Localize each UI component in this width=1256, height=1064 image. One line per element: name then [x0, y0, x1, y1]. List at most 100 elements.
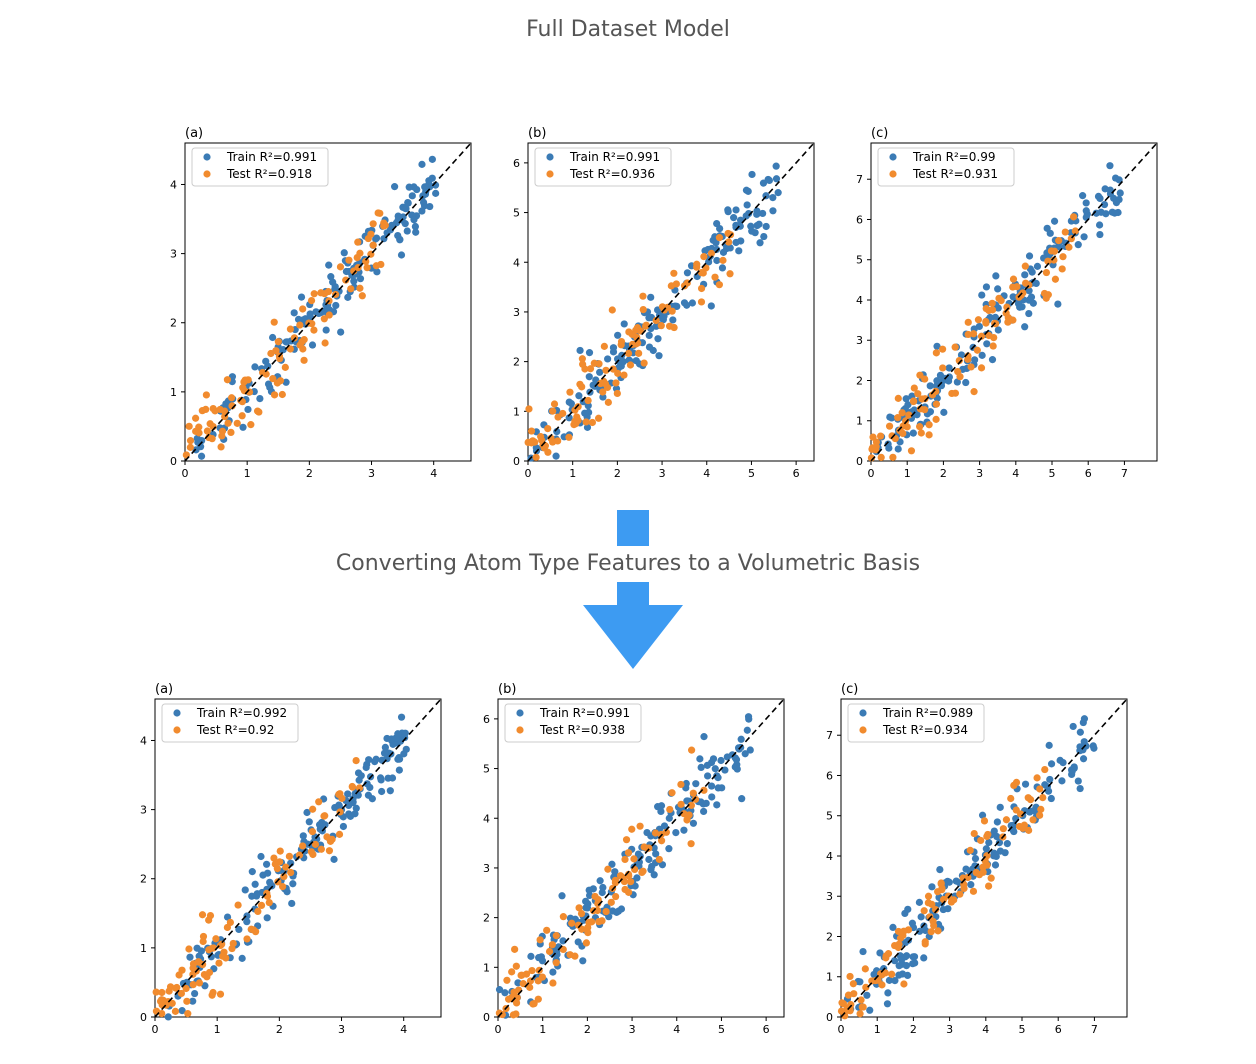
test-point	[632, 326, 640, 334]
test-point	[614, 369, 622, 377]
test-point	[604, 865, 612, 873]
train-point	[692, 780, 700, 788]
test-point	[219, 952, 227, 960]
train-point	[299, 832, 307, 840]
train-point	[680, 826, 688, 834]
panel-label: (b)	[528, 126, 546, 141]
train-point	[1025, 287, 1033, 295]
test-point	[1033, 774, 1041, 782]
test-point	[916, 423, 924, 431]
train-point	[193, 944, 201, 952]
y-tick-label: 0	[170, 455, 177, 468]
train-point	[672, 828, 680, 837]
train-point	[888, 414, 896, 422]
train-point	[574, 938, 582, 946]
train-point	[648, 862, 656, 871]
test-point	[951, 343, 959, 351]
train-point	[735, 247, 743, 255]
test-point	[281, 363, 289, 371]
x-tick-label: 2	[614, 467, 621, 480]
test-point	[552, 932, 560, 940]
legend: Train R²=0.991 Test R²=0.918	[191, 147, 329, 187]
train-point	[995, 839, 1004, 847]
train-point	[365, 756, 373, 764]
train-point	[394, 730, 402, 738]
train-point	[769, 207, 777, 215]
train-point	[1094, 192, 1103, 200]
train-point	[894, 445, 902, 453]
test-point	[856, 1010, 864, 1018]
test-point	[276, 377, 285, 385]
test-point	[309, 805, 317, 813]
legend-box	[877, 147, 1015, 187]
test-point	[1026, 796, 1035, 804]
train-point	[599, 393, 607, 401]
train-point	[917, 913, 925, 921]
y-tick-label: 1	[140, 942, 147, 955]
train-point	[746, 746, 754, 754]
test-point	[932, 387, 940, 396]
train-point	[856, 978, 864, 986]
test-point	[876, 432, 885, 440]
train-point	[565, 398, 573, 406]
train-point	[991, 313, 999, 321]
y-tick-label: 1	[170, 386, 177, 399]
train-point	[598, 888, 606, 897]
y-tick-label: 2	[856, 374, 863, 387]
test-point	[227, 428, 235, 437]
train-point	[620, 320, 628, 328]
test-point	[917, 429, 925, 437]
test-point	[279, 883, 287, 891]
test-point	[689, 789, 697, 797]
train-point	[384, 774, 392, 782]
test-point	[253, 407, 262, 415]
train-point	[1046, 775, 1054, 784]
test-point	[186, 443, 194, 451]
test-point	[543, 926, 551, 934]
y-tick-label: 5	[856, 254, 863, 267]
legend-box	[847, 703, 985, 743]
x-tick-label: 5	[1019, 1023, 1026, 1036]
test-point	[584, 929, 592, 937]
train-point	[655, 352, 663, 360]
axes-frame	[870, 142, 1158, 462]
train-point	[306, 310, 314, 318]
test-point	[290, 334, 299, 342]
test-point	[590, 359, 598, 367]
test-point	[603, 383, 612, 392]
train-point	[712, 239, 720, 247]
test-point	[578, 355, 586, 363]
train-point	[411, 222, 419, 231]
train-point	[1076, 728, 1084, 736]
test-point	[296, 321, 304, 329]
train-point	[1001, 849, 1009, 857]
train-point	[1112, 199, 1121, 207]
legend-box	[191, 147, 329, 187]
train-point	[418, 160, 426, 168]
y-tick-label: 3	[856, 334, 863, 347]
train-point	[263, 869, 272, 877]
legend-test-label: Test R²=0.938	[539, 723, 625, 737]
test-point	[1037, 805, 1045, 813]
test-point	[202, 391, 210, 399]
test-point	[504, 995, 513, 1003]
train-point	[772, 175, 781, 183]
y-tick-label: 0	[856, 455, 863, 468]
train-point	[990, 852, 998, 860]
train-point	[962, 865, 970, 873]
train-point	[994, 326, 1002, 334]
test-point	[857, 996, 865, 1004]
test-point	[1059, 253, 1067, 261]
test-point	[715, 281, 723, 289]
train-point	[223, 913, 232, 921]
panel-label: (a)	[155, 682, 173, 697]
x-tick-label: 7	[1091, 1023, 1098, 1036]
train-point	[579, 957, 587, 965]
test-point	[348, 783, 357, 791]
test-point	[321, 812, 329, 820]
test-point	[896, 934, 905, 942]
test-point	[622, 836, 631, 844]
test-point	[638, 868, 646, 877]
test-point	[867, 454, 876, 462]
test-point	[1009, 283, 1017, 291]
